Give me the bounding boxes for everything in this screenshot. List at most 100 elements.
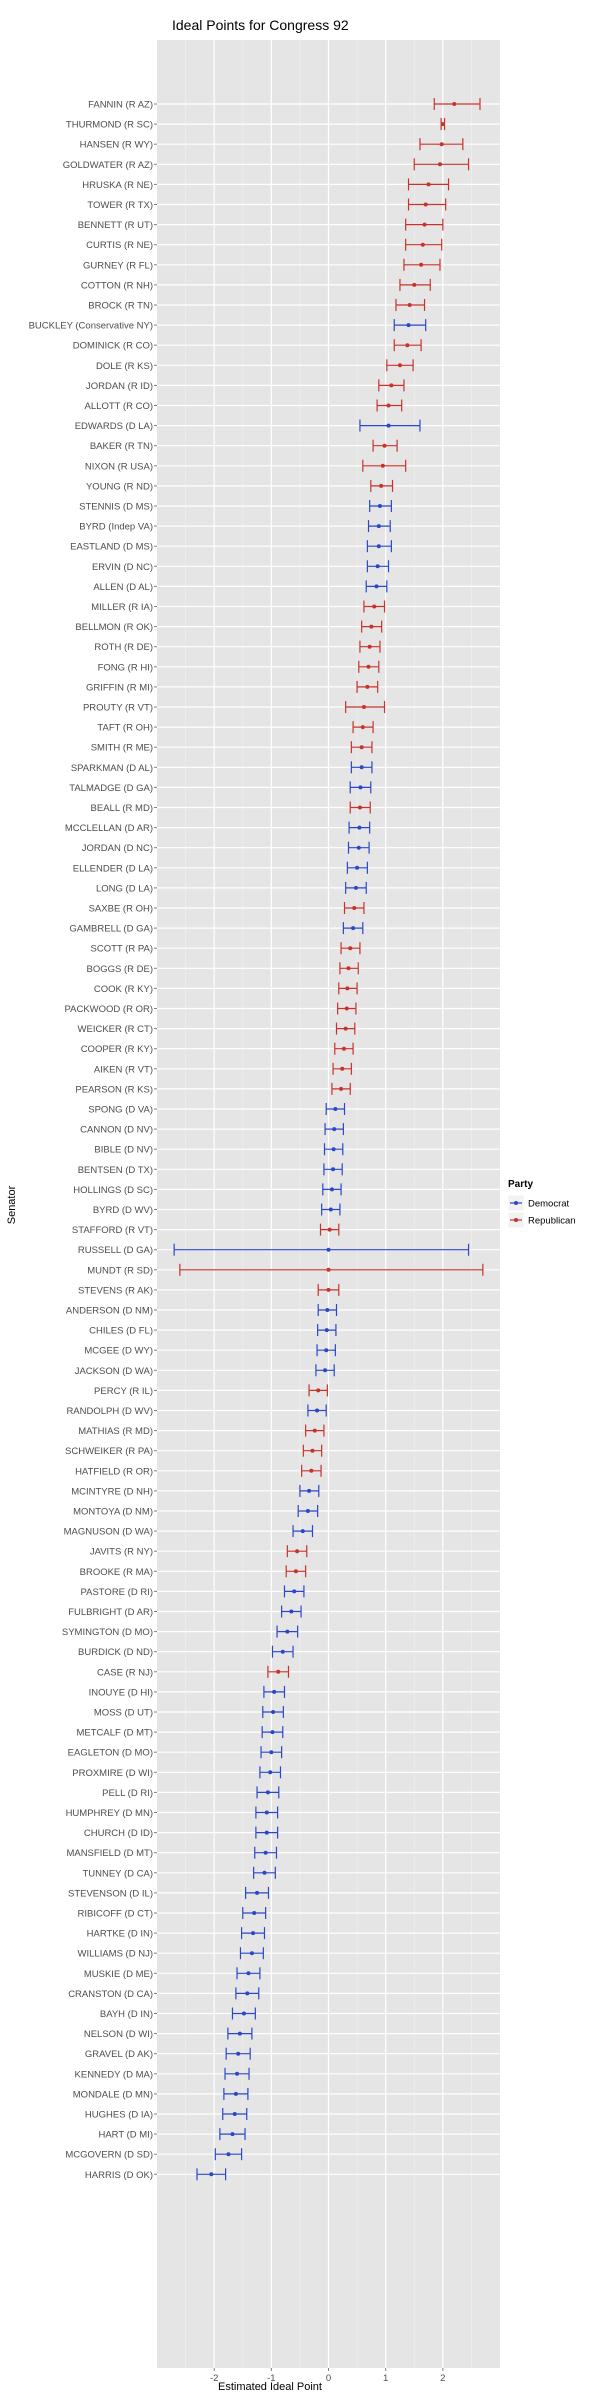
ideal-point-marker: [358, 785, 363, 790]
data-marks: [173, 98, 484, 2181]
ideal-point-marker: [345, 986, 350, 991]
y-tick-label: BURDICK (D ND): [78, 1647, 153, 1658]
ideal-point-marker: [422, 222, 427, 227]
ideal-point-marker: [226, 2152, 231, 2157]
ideal-point-marker: [426, 182, 431, 187]
y-tick-label: ELLENDER (D LA): [73, 863, 153, 874]
x-tick-label: -2: [210, 2373, 218, 2384]
ideal-point-marker: [407, 303, 412, 307]
y-tick-label: MANSFIELD (D MT): [66, 1848, 153, 1859]
ideal-point-marker: [452, 102, 457, 106]
y-tick-label: HOLLINGS (D SC): [73, 1185, 153, 1196]
legend-label: Republican: [528, 1216, 576, 1227]
y-tick-label: FULBRIGHT (D AR): [68, 1607, 153, 1618]
ideal-point-marker: [376, 524, 381, 529]
ideal-point-marker: [285, 1629, 290, 1634]
y-tick-label: CHILES (D FL): [89, 1326, 153, 1337]
ideal-point-marker: [331, 1147, 336, 1152]
ideal-point-marker: [352, 906, 357, 910]
y-tick-label: HARRIS (D OK): [85, 2170, 153, 2181]
y-tick-label: MOSS (D UT): [94, 1708, 153, 1719]
y-tick-label: CHURCH (D ID): [84, 1828, 153, 1839]
ideal-point-marker: [346, 966, 351, 971]
x-axis-title: Estimated Ideal Point: [218, 2381, 322, 2393]
y-tick-label: BAYH (D IN): [100, 2009, 153, 2020]
y-tick-label: MONDALE (D MN): [73, 2089, 153, 2100]
y-tick-label: SYMINGTON (D MO): [62, 1627, 153, 1638]
y-tick-label: TAFT (R OH): [97, 723, 153, 734]
y-tick-label: GAMBRELL (D GA): [69, 924, 153, 935]
y-tick-label: MCINTYRE (D NH): [71, 1486, 153, 1497]
ideal-point-marker: [440, 122, 445, 127]
chart-title: Ideal Points for Congress 92: [172, 17, 349, 33]
y-tick-label: YOUNG (R ND): [86, 481, 153, 492]
ideal-point-marker: [324, 1348, 329, 1353]
ideal-point-marker: [365, 684, 370, 689]
y-tick-label: STEVENS (R AK): [78, 1285, 153, 1296]
y-tick-label: JORDAN (D NC): [82, 843, 153, 854]
y-tick-label: ALLEN (D AL): [93, 582, 153, 593]
y-tick-label: ALLOTT (R CO): [85, 401, 153, 412]
legend-key-marker: [514, 1218, 518, 1222]
y-tick-label: HANSEN (R WY): [80, 140, 153, 151]
ideal-point-marker: [316, 1388, 321, 1393]
legend-title: Party: [508, 1179, 533, 1190]
y-tick-label: ROTH (R DE): [94, 642, 153, 653]
ideal-point-marker: [289, 1609, 294, 1614]
y-tick-label: GRAVEL (D AK): [85, 2049, 153, 2060]
y-tick-label: HUGHES (D IA): [85, 2110, 153, 2121]
ideal-point-marker: [406, 323, 411, 328]
y-tick-label: BUCKLEY (Conservative NY): [29, 321, 153, 332]
ideal-point-marker: [325, 1308, 330, 1312]
ideal-point-marker: [326, 1287, 331, 1292]
ideal-point-marker: [295, 1549, 300, 1554]
ideal-point-marker: [340, 1066, 345, 1071]
y-tick-label: BAKER (R TN): [90, 441, 153, 452]
ideal-point-marker: [264, 1830, 269, 1835]
ideal-point-marker: [360, 725, 365, 730]
ideal-point-marker: [356, 845, 361, 850]
y-tick-label: CRANSTON (D CA): [68, 1989, 153, 2000]
y-tick-label: HUMPHREY (D MN): [66, 1808, 153, 1819]
ideal-point-marker: [439, 142, 444, 147]
y-tick-label: PERCY (R IL): [94, 1386, 153, 1397]
y-tick-label: GRIFFIN (R MI): [86, 682, 153, 693]
ideal-point-marker: [326, 1247, 331, 1252]
ideal-point-marker: [280, 1649, 285, 1654]
ideal-point-marker: [380, 463, 385, 468]
y-tick-label: STAFFORD (R VT): [72, 1225, 153, 1236]
ideal-point-marker: [437, 162, 442, 167]
ideal-point-marker: [374, 584, 379, 589]
ideal-point-marker: [300, 1529, 305, 1534]
ideal-point-marker: [361, 705, 366, 709]
ideal-point-marker: [332, 1127, 337, 1132]
legend: Party Democrat Republican: [507, 1179, 576, 1229]
ideal-point-marker: [232, 2112, 237, 2116]
y-tick-label: BYRD (Indep VA): [79, 522, 153, 533]
y-tick-label: JAVITS (R NY): [90, 1547, 153, 1558]
y-tick-label: AIKEN (R VT): [94, 1064, 153, 1075]
ideal-point-marker: [369, 624, 374, 629]
y-tick-label: WEICKER (R CT): [78, 1024, 153, 1035]
y-tick-label: TOWER (R TX): [87, 200, 153, 211]
x-tick-labels: -2 -1 0 1 2: [210, 2368, 445, 2384]
y-tick-label: MILLER (R IA): [91, 602, 153, 613]
y-tick-label: EDWARDS (D LA): [75, 421, 153, 432]
y-tick-label: NELSON (D WI): [84, 2029, 153, 2040]
y-tick-label: HRUSKA (R NE): [82, 180, 153, 191]
y-tick-label: LONG (D LA): [96, 883, 153, 894]
y-tick-label: BOGGS (R DE): [86, 964, 153, 975]
y-tick-label: TUNNEY (D CA): [82, 1868, 153, 1879]
y-tick-label: HATFIELD (R OR): [75, 1466, 153, 1477]
ideal-point-marker: [372, 604, 377, 609]
ideal-point-marker: [367, 644, 372, 649]
y-tick-label: THURMOND (R SC): [66, 120, 153, 131]
y-tick-label: BENTSEN (D TX): [78, 1165, 153, 1176]
ideal-point-marker: [236, 2051, 241, 2056]
ideal-point-marker: [348, 946, 353, 951]
ideal-point-marker: [262, 1870, 267, 1875]
ideal-point-marker: [328, 1207, 333, 1212]
ideal-point-marker: [315, 1408, 320, 1413]
y-tick-label: MCGOVERN (D SD): [65, 2150, 153, 2161]
